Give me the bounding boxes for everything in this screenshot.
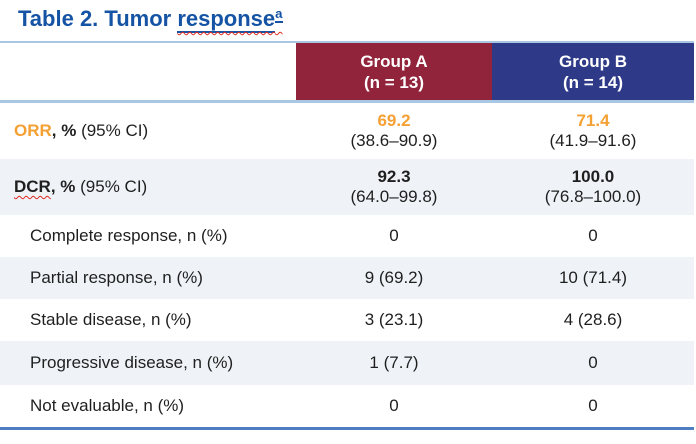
- dcr-value-b: 100.0: [571, 167, 615, 186]
- dcr-keyword: DCR: [14, 177, 51, 196]
- row-label-dcr: DCR, % (95% CI): [0, 177, 296, 197]
- header-bottom-border: [0, 100, 694, 103]
- row-label-not-evaluable: Not evaluable, n (%): [30, 396, 185, 415]
- header-group-a: Group A (n = 13): [296, 43, 492, 100]
- cr-value-a: 0: [389, 226, 399, 245]
- row-label-stable-disease: Stable disease, n (%): [30, 310, 192, 329]
- table-row-complete-response: Complete response, n (%) 0 0: [0, 215, 694, 257]
- ne-value-b: 0: [588, 396, 598, 415]
- title-underlined-word: response: [177, 6, 276, 33]
- dcr-ci-a: (64.0–99.8): [350, 187, 438, 206]
- row-label-progressive-disease: Progressive disease, n (%): [30, 353, 234, 372]
- table-row-progressive-disease: Progressive disease, n (%) 1 (7.7) 0: [0, 341, 694, 385]
- title-footnote-superscript: a: [275, 5, 283, 23]
- cell-orr-group-a: 69.2 (38.6–90.9): [296, 111, 492, 151]
- title-spellcheck-squiggle: responsea: [177, 5, 283, 33]
- dcr-value-a: 92.3: [377, 167, 411, 186]
- group-b-label: Group B: [559, 51, 627, 71]
- orr-value-a: 69.2: [377, 111, 411, 130]
- header-group-b: Group B (n = 14): [492, 43, 694, 100]
- sd-value-a: 3 (23.1): [364, 310, 424, 329]
- row-label-orr: ORR, % (95% CI): [0, 121, 296, 141]
- orr-value-b: 71.4: [576, 111, 610, 130]
- table-row-not-evaluable: Not evaluable, n (%) 0 0: [0, 385, 694, 427]
- ne-value-a: 0: [389, 396, 399, 415]
- table-top-border: [0, 41, 694, 43]
- cr-value-b: 0: [588, 226, 598, 245]
- cell-sd-group-b: 4 (28.6): [492, 310, 694, 330]
- dcr-ci-b: (76.8–100.0): [544, 187, 642, 206]
- orr-ci-label: (95% CI): [76, 121, 149, 140]
- orr-ci-a: (38.6–90.9): [350, 131, 438, 150]
- sd-value-b: 4 (28.6): [563, 310, 623, 329]
- cell-orr-group-b: 71.4 (41.9–91.6): [492, 111, 694, 151]
- cell-pr-group-a: 9 (69.2): [296, 268, 492, 288]
- cell-sd-group-a: 3 (23.1): [296, 310, 492, 330]
- pd-value-b: 0: [588, 353, 598, 372]
- slide-table-page: Table 2. Tumor responsea Group A (n = 13…: [0, 4, 696, 430]
- pd-value-a: 1 (7.7): [369, 353, 419, 372]
- dcr-unit: , %: [50, 177, 76, 196]
- table-title: Table 2. Tumor responsea: [18, 4, 696, 34]
- header-empty-cell: [0, 43, 296, 100]
- cell-cr-group-b: 0: [492, 226, 694, 246]
- pr-value-b: 10 (71.4): [558, 268, 628, 287]
- dcr-ci-label: (95% CI): [75, 177, 148, 196]
- cell-ne-group-b: 0: [492, 396, 694, 416]
- table-row-partial-response: Partial response, n (%) 9 (69.2) 10 (71.…: [0, 257, 694, 299]
- table-row-dcr: DCR, % (95% CI) 92.3 (64.0–99.8) 100.0 (…: [0, 159, 694, 215]
- tumor-response-table: Group A (n = 13) Group B (n = 14) ORR, %…: [0, 41, 694, 430]
- cell-pr-group-b: 10 (71.4): [492, 268, 694, 288]
- row-label-complete-response: Complete response, n (%): [30, 226, 228, 245]
- table-row-orr: ORR, % (95% CI) 69.2 (38.6–90.9) 71.4 (4…: [0, 103, 694, 159]
- orr-ci-b: (41.9–91.6): [549, 131, 637, 150]
- pr-value-a: 9 (69.2): [364, 268, 424, 287]
- row-label-partial-response: Partial response, n (%): [30, 268, 203, 287]
- group-a-label: Group A: [360, 51, 428, 71]
- group-b-n: (n = 14): [563, 72, 623, 92]
- orr-unit: , %: [51, 121, 77, 140]
- cell-dcr-group-a: 92.3 (64.0–99.8): [296, 167, 492, 207]
- table-header-row: Group A (n = 13) Group B (n = 14): [0, 43, 694, 100]
- cell-cr-group-a: 0: [296, 226, 492, 246]
- cell-pd-group-b: 0: [492, 353, 694, 373]
- group-a-n: (n = 13): [364, 72, 424, 92]
- cell-ne-group-a: 0: [296, 396, 492, 416]
- table-row-stable-disease: Stable disease, n (%) 3 (23.1) 4 (28.6): [0, 299, 694, 341]
- title-prefix: Table 2. Tumor: [18, 6, 178, 31]
- cell-pd-group-a: 1 (7.7): [296, 353, 492, 373]
- table-bottom-border: [0, 427, 694, 430]
- cell-dcr-group-b: 100.0 (76.8–100.0): [492, 167, 694, 207]
- orr-keyword: ORR: [14, 121, 52, 140]
